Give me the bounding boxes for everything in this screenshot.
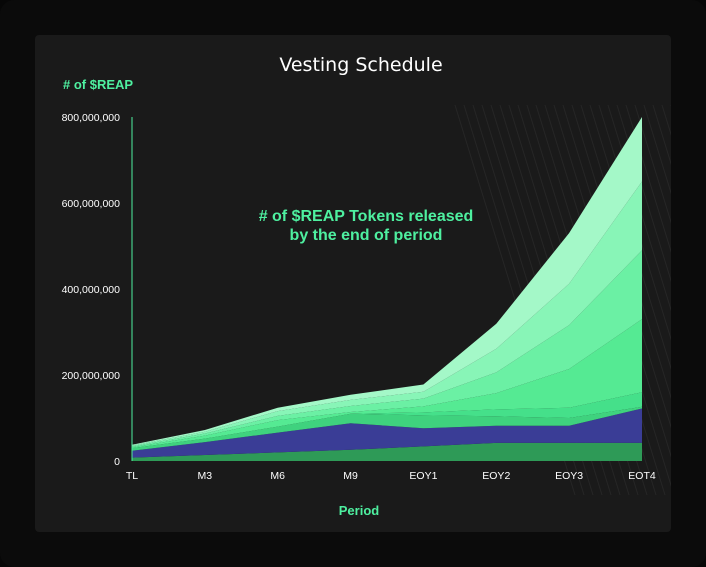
y-axis-label: # of $REAP	[63, 77, 133, 92]
x-axis-label: Period	[339, 503, 380, 518]
area-series-5	[132, 319, 642, 449]
area-series-group	[132, 117, 642, 461]
chart-card: Vesting Schedule # of $REAP 0 200,000,000…	[35, 35, 671, 532]
area-series-7	[132, 181, 642, 447]
bg-stripe	[643, 104, 671, 195]
bg-stripe	[625, 104, 671, 253]
bg-stripe	[634, 104, 671, 224]
area-series-6	[132, 250, 642, 448]
x-tick-label: TL	[126, 470, 138, 482]
y-tick-label: 400,000,000	[62, 284, 121, 296]
bg-stripe	[661, 104, 671, 136]
y-tick-label: 800,000,000	[62, 112, 121, 124]
y-tick-label: 0	[114, 456, 120, 468]
y-tick-label: 600,000,000	[62, 198, 121, 210]
x-tick-label: EOY2	[482, 470, 510, 482]
area-series-1	[132, 442, 642, 461]
area-series-3	[132, 406, 642, 451]
y-tick-labels: 0 200,000,000 400,000,000 600,000,000 800,00…	[62, 112, 121, 468]
annotation-line-2: by the end of period	[290, 227, 443, 244]
chart-title: Vesting Schedule	[279, 54, 442, 76]
area-series-2	[132, 408, 642, 458]
x-tick-labels: TL M3 M6 M9 EOY1 EOY2 EOY3 EOT4	[126, 470, 656, 482]
x-tick-label: M9	[343, 470, 358, 482]
y-tick-label: 200,000,000	[62, 370, 121, 382]
x-tick-label: EOY3	[555, 470, 583, 482]
vesting-chart: Vesting Schedule # of $REAP 0 200,000,000…	[62, 54, 671, 518]
annotation-line-1: # of $REAP Tokens released	[259, 208, 474, 225]
x-tick-label: EOY1	[409, 470, 437, 482]
area-series-8	[132, 117, 642, 446]
x-tick-label: EOT4	[628, 470, 656, 482]
x-tick-label: M6	[270, 470, 285, 482]
x-tick-label: M3	[198, 470, 213, 482]
